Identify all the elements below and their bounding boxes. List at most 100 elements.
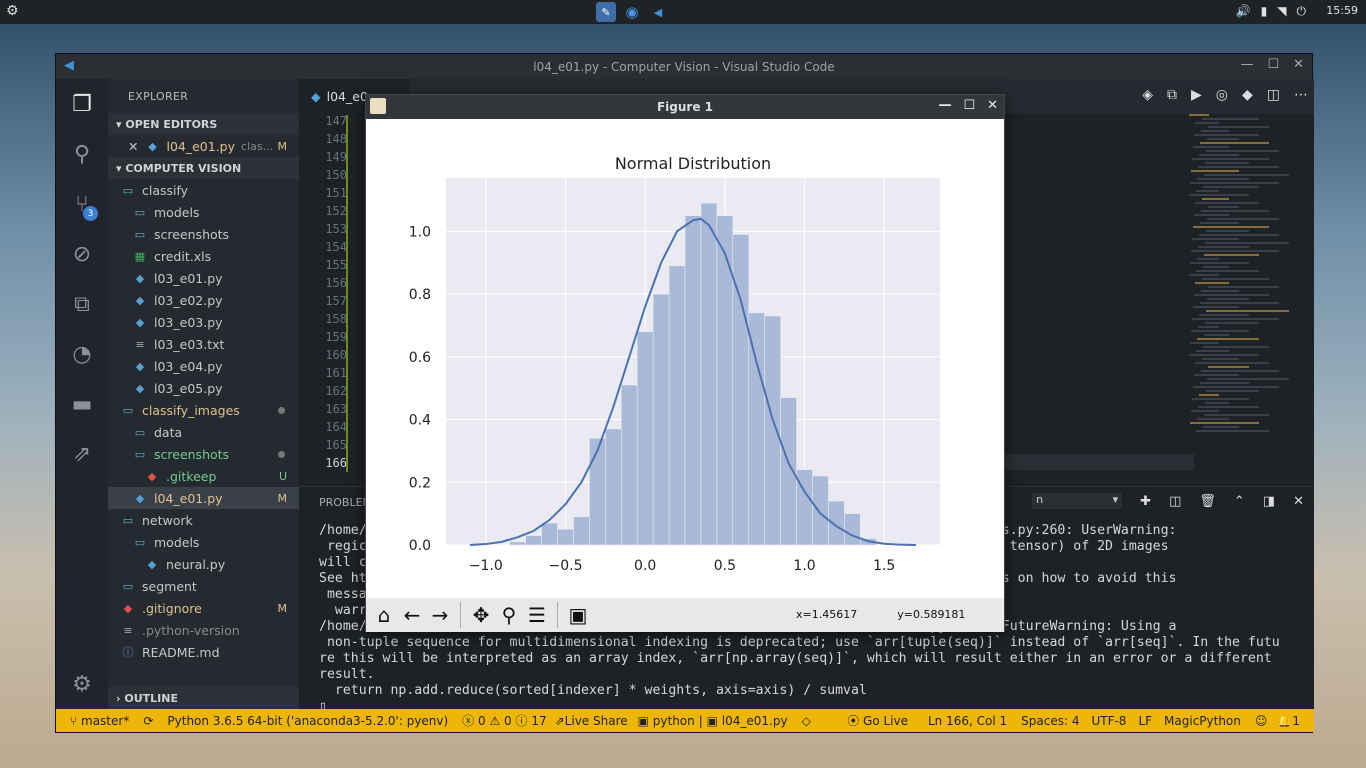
file-tree-item[interactable]: ≡ .python-version xyxy=(108,619,299,641)
cursor-position[interactable]: Ln 166, Col 1 xyxy=(927,713,1008,728)
file-tree-item[interactable]: ◆ l03_e03.py xyxy=(108,311,299,333)
file-tree-item[interactable]: ◆ l03_e01.py xyxy=(108,267,299,289)
battery-icon[interactable]: ▮ xyxy=(1260,4,1268,18)
run-icon[interactable]: ▶ xyxy=(1190,87,1202,103)
figure-app-icon[interactable]: ✎ xyxy=(596,2,616,22)
subplots-config-icon[interactable]: ☰ xyxy=(528,603,546,627)
sync-icon[interactable]: ⟳ xyxy=(143,713,154,728)
figure-maximize-icon[interactable]: ☐ xyxy=(963,98,976,113)
figure-close-icon[interactable]: ✕ xyxy=(987,98,998,113)
close-editor-icon[interactable]: ✕ xyxy=(128,138,139,154)
volume-icon[interactable]: 🔊 xyxy=(1235,4,1251,18)
back-arrow-icon[interactable]: ← xyxy=(403,603,421,627)
notifications-item[interactable]: 🔔1 xyxy=(1277,713,1300,728)
source-control-icon[interactable]: ⑂ 3 xyxy=(56,179,108,229)
file-tree-item[interactable]: ◆ .gitkeep U xyxy=(108,465,299,487)
file-tree-item[interactable]: ◆ l03_e02.py xyxy=(108,289,299,311)
close-panel-icon[interactable]: ✕ xyxy=(1293,493,1304,509)
language-item[interactable]: ▣ python xyxy=(637,713,695,728)
language-mode-item[interactable]: MagicPython xyxy=(1164,713,1241,728)
file-tree-item[interactable]: ▭ data xyxy=(108,421,299,443)
histogram-bar xyxy=(652,293,670,546)
xls-icon: ▦ xyxy=(134,249,146,263)
outline-header[interactable]: › OUTLINE xyxy=(108,687,299,709)
normal-distribution-chart[interactable]: −1.0 −0.5 0.0 0.5 1.0 1.5 0.0 0.2 0.4 0.6 0.8 1.0 No… xyxy=(366,119,1004,597)
trash-icon[interactable]: 🗑 xyxy=(1199,493,1216,509)
vscode-app-icon[interactable]: ◀ xyxy=(653,5,663,19)
power-icon[interactable]: ⏻ xyxy=(1296,4,1307,18)
diamond-icon[interactable]: ◈ xyxy=(1142,87,1153,103)
minimap-line xyxy=(1199,314,1249,316)
file-tree-item[interactable]: ◆ l03_e04.py xyxy=(108,355,299,377)
problems-item[interactable]: ⓧ 0 ⚠ 0 ⓘ 17 xyxy=(462,714,547,728)
preview-icon[interactable]: ◎ xyxy=(1215,87,1228,103)
live-share-icon[interactable]: ⇗ xyxy=(72,441,92,467)
file-tree-item[interactable]: ▭ screenshots xyxy=(108,443,299,465)
wifi-icon[interactable]: ◥ xyxy=(1277,4,1287,18)
git-graph-icon[interactable]: ◔ xyxy=(72,341,92,367)
file-tree-label: segment xyxy=(142,578,197,594)
tab-problems[interactable]: PROBLEM xyxy=(319,495,373,509)
more-icon[interactable]: ⋯ xyxy=(1294,87,1308,103)
file-tree-item[interactable]: ▦ credit.xls xyxy=(108,245,299,267)
file-tree-item[interactable]: ▭ screenshots xyxy=(108,223,299,245)
split-editor-icon[interactable]: ◫ xyxy=(1266,87,1280,103)
eye-icon[interactable]: ◇ xyxy=(801,713,811,728)
indent-item[interactable]: Spaces: 4 xyxy=(1021,713,1080,728)
pan-icon[interactable]: ✥ xyxy=(472,603,490,627)
split-terminal-icon[interactable]: ◫ xyxy=(1169,493,1182,509)
terminal-select[interactable]: n ▾ xyxy=(1032,493,1123,509)
horizontal-scrollbar[interactable] xyxy=(999,454,1194,470)
save-icon[interactable]: ▣ xyxy=(568,603,588,627)
eol-item[interactable]: LF xyxy=(1138,713,1153,728)
toggle-panel-icon[interactable]: ◨ xyxy=(1262,493,1276,509)
chevron-up-icon[interactable]: ⌃ xyxy=(1233,493,1245,509)
extensions-icon[interactable]: ⧉ xyxy=(74,291,90,317)
python-interpreter[interactable]: Python 3.6.5 64-bit ('anaconda3-5.2.0': … xyxy=(167,713,449,728)
close-icon[interactable]: ✕ xyxy=(1293,57,1304,72)
minimap[interactable] xyxy=(1189,114,1299,459)
new-terminal-icon[interactable]: ✚ xyxy=(1140,493,1152,509)
git-icon[interactable]: ◆ xyxy=(1241,87,1253,103)
encoding-item[interactable]: UTF-8 xyxy=(1091,713,1127,728)
vscode-icon: ◀ xyxy=(64,58,74,73)
minimap-line xyxy=(1202,358,1239,360)
go-live-item[interactable]: ⦿ Go Live xyxy=(847,714,908,728)
file-tree-item[interactable]: ▭ models xyxy=(108,531,299,553)
system-menu-icon[interactable]: ⚙ xyxy=(6,3,19,19)
settings-icon[interactable]: ⚙ xyxy=(72,671,92,697)
search-icon[interactable]: ⚲ xyxy=(73,141,91,167)
home-icon[interactable]: ⌂ xyxy=(377,603,391,627)
file-tree-item[interactable]: ▭ segment xyxy=(108,575,299,597)
file-tree-item[interactable]: ⓘ README.md xyxy=(108,641,299,663)
file-tree-item[interactable]: ▭ classify_images xyxy=(108,399,299,421)
minimize-icon[interactable]: — xyxy=(1240,57,1254,72)
file-tree-item[interactable]: ≡ l03_e03.txt xyxy=(108,333,299,355)
file-tree-item[interactable]: ◆ l04_e01.py M xyxy=(108,487,299,509)
compare-icon[interactable]: ⧉ xyxy=(1166,87,1177,103)
file-tree-item[interactable]: ▭ classify xyxy=(108,179,299,201)
file-tree-item[interactable]: ▭ network xyxy=(108,509,299,531)
file-item[interactable]: | ▣ l04_e01.py xyxy=(698,713,788,728)
file-tree-item[interactable]: ▭ models xyxy=(108,201,299,223)
feedback-icon[interactable]: ☺ xyxy=(1254,713,1268,728)
file-tree-item[interactable]: ◆ l03_e05.py xyxy=(108,377,299,399)
zoom-icon[interactable]: ⚲ xyxy=(501,603,517,627)
file-tree-item[interactable]: ◆ .gitignore M xyxy=(108,597,299,619)
explorer-icon[interactable]: ❐ xyxy=(72,91,92,117)
debug-icon[interactable]: ⊘ xyxy=(72,241,92,267)
branch-item[interactable]: ⑂ master* xyxy=(70,713,130,728)
maximize-icon[interactable]: ☐ xyxy=(1267,57,1280,72)
terminal-output[interactable]: /home/ e/_regionprops.py:260: UserWarnin… xyxy=(319,523,1309,715)
open-editors-header[interactable]: ▾ OPEN EDITORS xyxy=(108,113,299,135)
open-editor-item[interactable]: ✕ ◆ l04_e01.py clas... M xyxy=(108,135,299,157)
project-header[interactable]: ▾ COMPUTER VISION xyxy=(108,157,299,179)
figure-minimize-icon[interactable]: — xyxy=(938,98,952,113)
forward-arrow-icon[interactable]: → xyxy=(431,603,449,627)
file-tree-item[interactable]: ◆ neural.py xyxy=(108,553,299,575)
chrome-app-icon[interactable]: ◉ xyxy=(625,3,639,21)
chart-title: Normal Distribution xyxy=(615,154,771,173)
folder-icon[interactable]: ▬ xyxy=(71,391,93,417)
live-share-item[interactable]: ⇗Live Share xyxy=(554,713,628,728)
file-tree-label: network xyxy=(142,512,193,528)
